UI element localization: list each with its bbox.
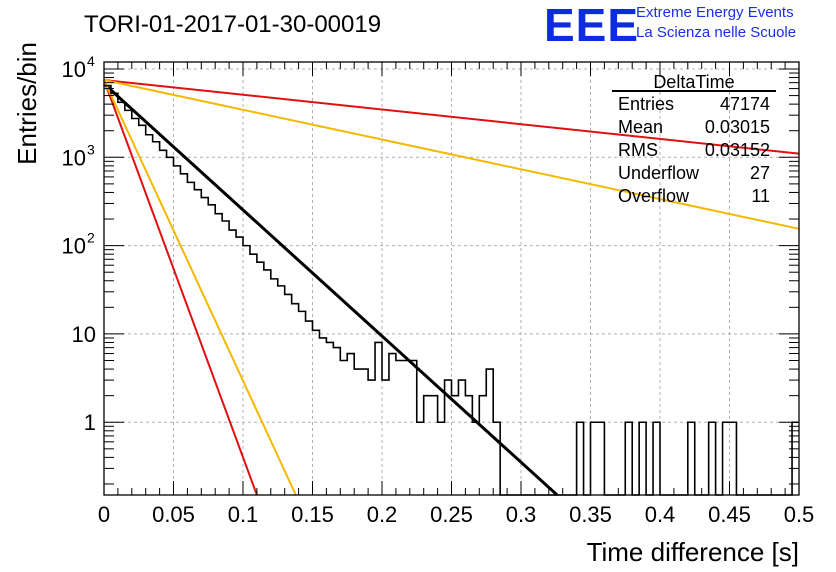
fit-line-1 bbox=[103, 79, 800, 155]
stats-label-mean: Mean bbox=[618, 117, 663, 137]
x-tick-label: 0.35 bbox=[569, 502, 612, 527]
y-tick-exponent: 4 bbox=[87, 53, 95, 69]
fit-line-3 bbox=[103, 79, 258, 496]
stats-title: DeltaTime bbox=[653, 72, 734, 92]
stats-label-overflow: Overflow bbox=[618, 186, 690, 206]
y-axis-label: Entries/bin bbox=[12, 42, 42, 165]
stats-value-underflow: 27 bbox=[750, 163, 770, 183]
x-tick-labels: 0 0.05 0.1 0.15 0.2 0.25 0.3 0.35 0.4 0.45 0.5 bbox=[98, 502, 814, 527]
x-tick-label: 0.45 bbox=[708, 502, 751, 527]
eee-logo-mark: EEE bbox=[544, 0, 640, 51]
histogram-outline bbox=[104, 84, 799, 496]
x-tick-label: 0.5 bbox=[784, 502, 815, 527]
fit-line-4 bbox=[103, 79, 297, 496]
stats-value-overflow: 11 bbox=[751, 186, 770, 206]
grid-lines bbox=[104, 62, 799, 495]
eee-logo-line1: Extreme Energy Events bbox=[636, 4, 794, 21]
stats-label-underflow: Underflow bbox=[618, 163, 700, 183]
y-tick-label: 10 bbox=[62, 145, 86, 170]
fit-line-2 bbox=[103, 79, 800, 230]
y-tick-exponent: 3 bbox=[87, 141, 95, 157]
stats-box: DeltaTime Entries 47174 Mean 0.03015 RMS… bbox=[612, 72, 776, 206]
x-axis-label: Time difference [s] bbox=[587, 537, 799, 567]
y-tick-exponent: 2 bbox=[87, 230, 95, 246]
x-tick-label: 0.1 bbox=[228, 502, 259, 527]
fit-line-0 bbox=[102, 82, 559, 497]
stats-label-rms: RMS bbox=[618, 140, 658, 160]
stats-label-entries: Entries bbox=[618, 94, 674, 114]
x-tick-label: 0.15 bbox=[291, 502, 334, 527]
x-tick-label: 0.25 bbox=[430, 502, 473, 527]
x-tick-label: 0.4 bbox=[645, 502, 676, 527]
axis-ticks bbox=[103, 62, 800, 495]
x-tick-label: 0.3 bbox=[506, 502, 537, 527]
histogram-series bbox=[104, 84, 799, 496]
stats-value-entries: 47174 bbox=[720, 94, 770, 114]
stats-value-mean: 0.03015 bbox=[705, 117, 770, 137]
chart-title: TORI-01-2017-01-30-00019 bbox=[84, 11, 381, 38]
y-tick-label: 1 bbox=[84, 410, 96, 435]
y-tick-label: 10 bbox=[72, 322, 96, 347]
x-tick-label: 0 bbox=[98, 502, 110, 527]
y-tick-label: 10 bbox=[62, 57, 86, 82]
y-tick-label: 10 bbox=[62, 234, 86, 259]
x-tick-label: 0.2 bbox=[367, 502, 398, 527]
fit-lines bbox=[102, 79, 800, 497]
eee-logo-line2: La Scienza nelle Scuole bbox=[636, 24, 797, 41]
x-tick-label: 0.05 bbox=[152, 502, 195, 527]
stats-value-rms: 0.03152 bbox=[705, 140, 770, 160]
